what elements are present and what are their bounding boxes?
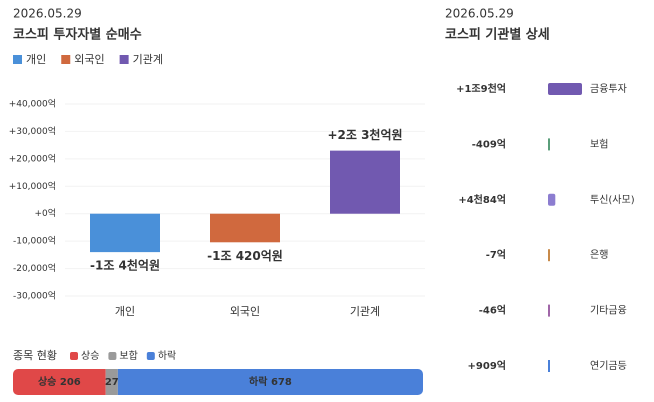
legend-swatch bbox=[13, 55, 22, 64]
legend-swatch bbox=[108, 352, 117, 360]
value-label: +2조 3천억원 bbox=[327, 127, 402, 142]
status-segment bbox=[13, 369, 106, 395]
y-tick-label: +10,000억 bbox=[9, 180, 56, 192]
segment-name: 상승 bbox=[38, 375, 56, 388]
bar bbox=[90, 213, 160, 253]
y-tick-label: +30,000억 bbox=[9, 125, 56, 137]
segment-name: 하락 bbox=[249, 375, 268, 388]
y-tick-label: -20,000억 bbox=[13, 262, 56, 274]
legend-label: 보합 bbox=[119, 350, 137, 362]
y-tick-label: +20,000억 bbox=[9, 152, 56, 164]
y-tick-label: +40,000억 bbox=[9, 98, 56, 110]
inst-name: 금융투자 bbox=[590, 83, 627, 95]
inst-value: -409억 bbox=[472, 138, 506, 150]
date: 2026.05.29 bbox=[13, 7, 82, 21]
legend-swatch bbox=[61, 55, 71, 64]
bar bbox=[210, 213, 280, 243]
inst-bar bbox=[548, 193, 556, 206]
bar bbox=[330, 150, 400, 214]
inst-value: +4천84억 bbox=[458, 193, 506, 206]
inst-name: 연기금등 bbox=[590, 360, 627, 372]
legend-label: 기관계 bbox=[133, 53, 163, 66]
segment-label: 상승 206 bbox=[38, 375, 81, 388]
chart-title: 코스피 투자자별 순매수 bbox=[13, 27, 142, 43]
legend-label: 하락 bbox=[158, 349, 176, 362]
inst-name: 은행 bbox=[590, 249, 608, 261]
segment-count: 27 bbox=[105, 377, 119, 388]
segment-count: 678 bbox=[271, 377, 292, 388]
legend-label: 개인 bbox=[26, 53, 46, 66]
x-tick-label: 외국인 bbox=[230, 305, 260, 318]
segment-label: 하락 678 bbox=[249, 375, 292, 388]
y-tick-label: -10,000억 bbox=[13, 235, 56, 247]
status-bar bbox=[13, 369, 423, 395]
legend-swatch bbox=[146, 352, 155, 360]
inst-bar bbox=[548, 360, 550, 372]
inst-value: +909억 bbox=[468, 360, 506, 372]
y-tick-label: -30,000억 bbox=[13, 290, 56, 302]
inst-value: -46억 bbox=[479, 305, 506, 317]
y-tick-label: +0억 bbox=[34, 207, 56, 219]
segment-label: 27 bbox=[105, 377, 119, 388]
inst-bar bbox=[548, 304, 550, 317]
value-label: -1조 420억원 bbox=[207, 249, 283, 263]
inst-name: 보험 bbox=[590, 138, 608, 150]
x-tick-label: 기관계 bbox=[350, 305, 380, 318]
legend-swatch bbox=[119, 55, 129, 64]
inst-bar bbox=[548, 83, 582, 95]
inst-name: 투신(사모) bbox=[590, 194, 635, 206]
inst-bar bbox=[548, 249, 550, 262]
date: 2026.05.29 bbox=[445, 7, 514, 21]
legend-swatch bbox=[70, 352, 78, 360]
inst-bar bbox=[548, 138, 550, 151]
status-segment bbox=[105, 369, 118, 395]
legend-label: 외국인 bbox=[74, 53, 104, 66]
status-title: 종목 현황 bbox=[13, 349, 57, 362]
legend-label: 상승 bbox=[81, 350, 99, 362]
status-segment bbox=[117, 369, 423, 395]
inst-name: 기타금융 bbox=[590, 305, 627, 317]
inst-value: -7억 bbox=[486, 249, 506, 261]
inst-value: +1조9천억 bbox=[456, 82, 506, 95]
panel-title: 코스피 기관별 상세 bbox=[445, 27, 550, 43]
value-label: -1조 4천억원 bbox=[90, 258, 160, 273]
x-tick-label: 개인 bbox=[115, 305, 135, 318]
segment-count: 206 bbox=[60, 377, 81, 388]
